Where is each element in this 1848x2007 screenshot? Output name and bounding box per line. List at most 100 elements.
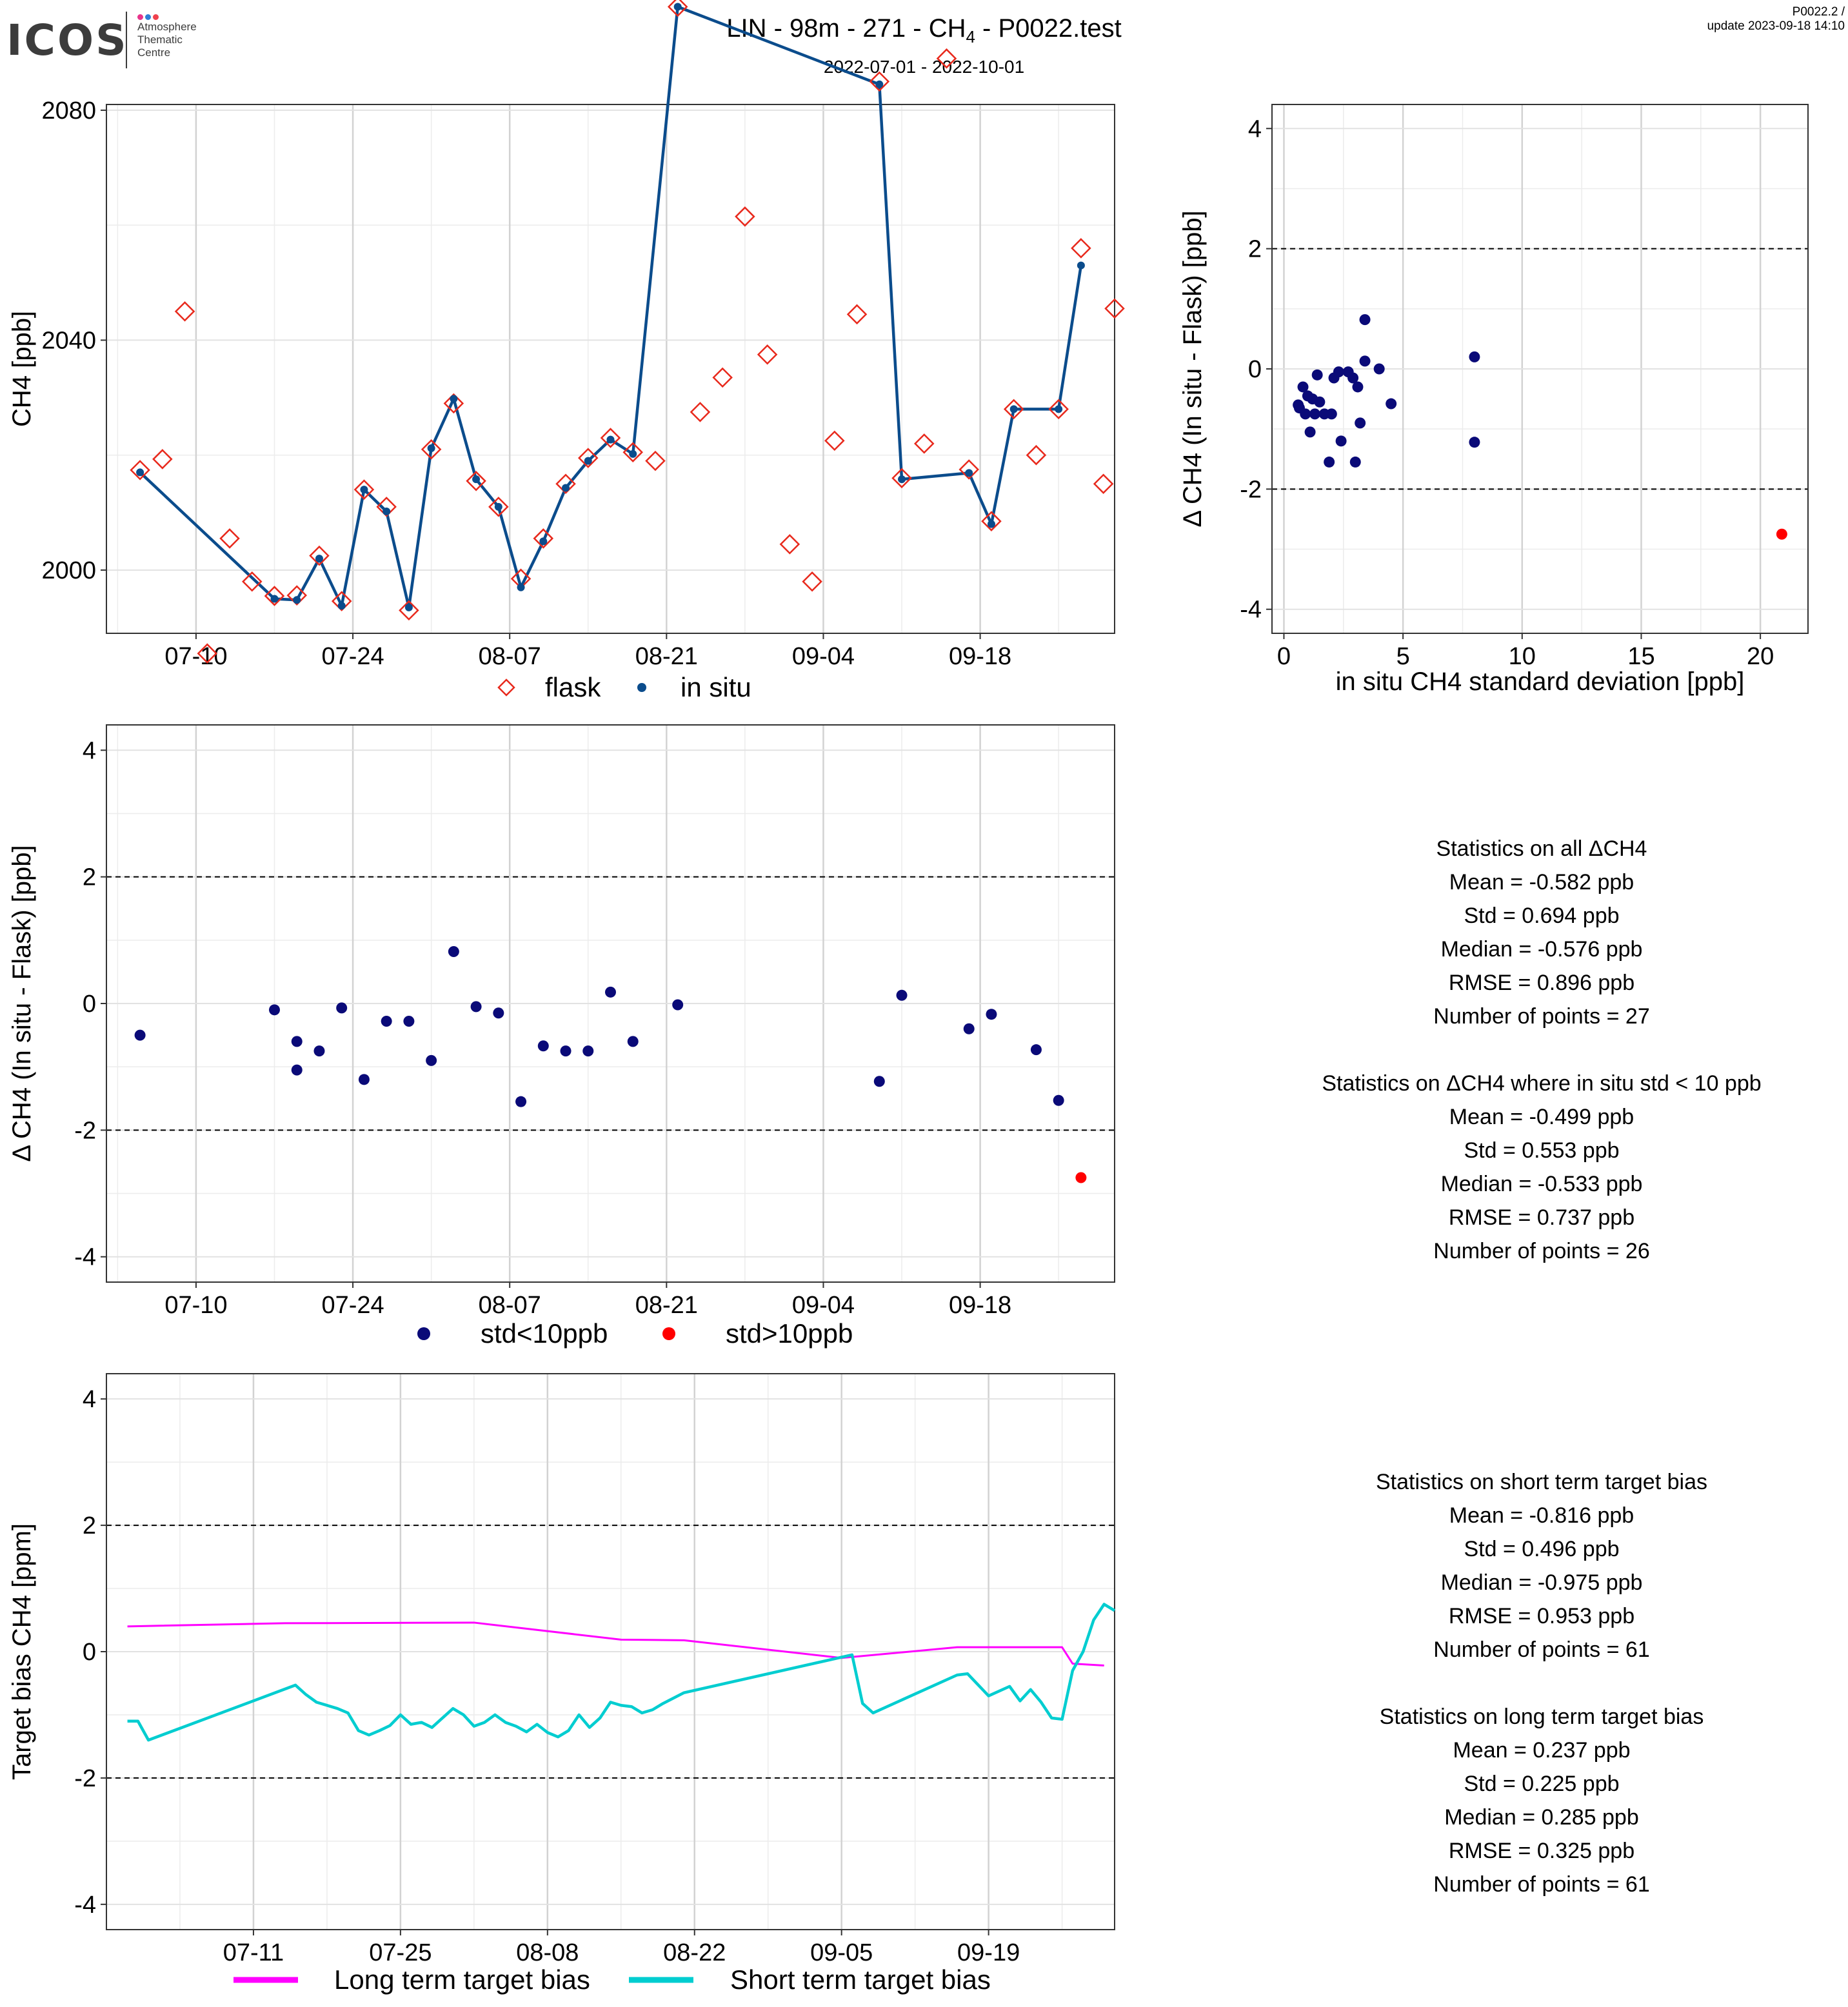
flask-point xyxy=(497,678,515,697)
in-situ-point xyxy=(1077,261,1085,270)
delta-point-low-std xyxy=(986,1009,997,1020)
legend-label: Long term target bias xyxy=(334,1964,590,1995)
y-tick-label: 2 xyxy=(83,864,96,891)
in-situ-point xyxy=(494,502,502,511)
flask-point xyxy=(824,430,845,451)
y-tick-label: -4 xyxy=(74,1244,96,1271)
y-tick-label: -4 xyxy=(74,1892,96,1919)
legend-label: std>10ppb xyxy=(726,1318,853,1349)
delta-point-low-std xyxy=(291,1064,303,1076)
stats-line: Mean = -0.816 ppb xyxy=(1449,1503,1634,1528)
delta-point-low-std xyxy=(470,1001,482,1013)
title-prefix: LIN - 98m - 271 - CH xyxy=(726,14,966,43)
logo-dots-icon xyxy=(137,12,161,20)
flask-point xyxy=(891,468,912,489)
delta-point-low-std xyxy=(1349,456,1361,468)
plot-border xyxy=(106,104,1115,634)
in-situ-point xyxy=(360,486,368,494)
in-situ-point xyxy=(337,602,346,610)
flask-point xyxy=(1003,399,1024,420)
short-term-bias-line xyxy=(127,1603,1116,1742)
in-situ-point xyxy=(987,520,995,528)
x-tick-label: 08-08 xyxy=(516,1939,579,1966)
delta-point-low-std xyxy=(1469,351,1480,362)
flask-point xyxy=(936,48,957,69)
version-line: P0022.2 / xyxy=(1792,5,1845,19)
delta-point-low-std xyxy=(134,1029,146,1041)
x-tick-label: 20 xyxy=(1747,643,1774,670)
logo-dot xyxy=(137,14,143,20)
stats-line: Std = 0.225 ppb xyxy=(1464,1772,1620,1796)
flask-point xyxy=(421,439,442,460)
flask-point xyxy=(286,585,308,606)
delta-point-low-std xyxy=(963,1023,975,1034)
delta-point-low-std xyxy=(627,1036,639,1047)
logo-divider xyxy=(126,12,127,68)
stats-line: Median = -0.533 ppb xyxy=(1440,1172,1643,1196)
y-tick-label: 2080 xyxy=(41,97,96,124)
in-situ-point xyxy=(539,537,548,546)
flask-point xyxy=(466,471,486,491)
flask-point xyxy=(913,433,935,454)
in-situ-point xyxy=(293,596,301,604)
delta-point-low-std xyxy=(313,1045,325,1057)
flask-point xyxy=(399,600,419,621)
long-term-bias-line xyxy=(127,1621,1104,1667)
stats-line: Number of points = 26 xyxy=(1433,1239,1650,1263)
delta-point-low-std xyxy=(1030,1044,1042,1056)
in-situ-point xyxy=(562,484,570,492)
delta-point-low-std xyxy=(1335,435,1347,447)
legend-in-situ-marker xyxy=(637,683,646,692)
stats-title: Statistics on long term target bias xyxy=(1379,1705,1704,1729)
y-axis-title: CH4 [ppb] xyxy=(8,311,36,427)
stats-line: RMSE = 0.325 ppb xyxy=(1448,1839,1635,1863)
x-tick-label: 08-21 xyxy=(635,1292,698,1319)
y-tick-label: 4 xyxy=(1248,115,1262,143)
flask-point xyxy=(488,497,509,517)
flask-point xyxy=(577,448,599,468)
logo-subtitle: Atmosphere Thematic Centre xyxy=(137,21,197,59)
legend-label: in situ xyxy=(681,672,751,702)
in-situ-point xyxy=(629,450,637,458)
x-tick-label: 09-18 xyxy=(949,643,1011,670)
in-situ-point xyxy=(270,595,279,603)
delta-point-low-std xyxy=(896,989,908,1001)
delta-point-low-std xyxy=(358,1074,370,1085)
delta-point-low-std xyxy=(1297,381,1309,393)
flask-point xyxy=(846,304,868,325)
delta-point-low-std xyxy=(1469,437,1480,448)
delta-point-low-std xyxy=(672,999,684,1011)
y-tick-label: 2 xyxy=(83,1512,96,1539)
in-situ-point xyxy=(427,444,435,452)
delta-point-low-std xyxy=(403,1015,415,1027)
x-tick-label: 10 xyxy=(1509,643,1536,670)
in-situ-point xyxy=(965,469,973,477)
delta-point-low-std xyxy=(269,1004,280,1016)
delta-point-low-std xyxy=(1333,366,1344,378)
delta-point-low-std xyxy=(1324,456,1335,468)
delta-point-low-std xyxy=(1304,426,1316,438)
target-statistics: Statistics on short term target bias Mea… xyxy=(1271,1465,1813,1901)
logo-dot xyxy=(145,14,151,20)
stats-line: Number of points = 61 xyxy=(1433,1872,1650,1897)
flask-point xyxy=(219,528,240,549)
in-situ-point xyxy=(875,80,884,88)
flask-point xyxy=(152,449,173,470)
flask-point xyxy=(174,301,195,322)
title-subscript: 4 xyxy=(966,27,975,46)
delta-point-high-std xyxy=(1075,1172,1087,1183)
stats-line: Median = -0.576 ppb xyxy=(1440,937,1643,962)
flask-point xyxy=(600,428,621,448)
in-situ-point xyxy=(517,583,525,591)
flask-point xyxy=(555,473,576,495)
x-axis-title: in situ CH4 standard deviation [ppb] xyxy=(1336,667,1745,696)
delta-point-low-std xyxy=(1373,363,1385,375)
in-situ-point xyxy=(606,435,615,444)
x-tick-label: 08-07 xyxy=(479,643,541,670)
page-title: LIN - 98m - 271 - CH4 - P0022.test xyxy=(0,14,1848,47)
stats-line: Std = 0.553 ppb xyxy=(1464,1138,1620,1163)
delta-point-low-std xyxy=(873,1076,885,1087)
x-tick-label: 08-07 xyxy=(479,1292,541,1319)
y-axis-title: Target bias CH4 [ppm] xyxy=(8,1523,36,1780)
delta-point-low-std xyxy=(493,1007,504,1019)
